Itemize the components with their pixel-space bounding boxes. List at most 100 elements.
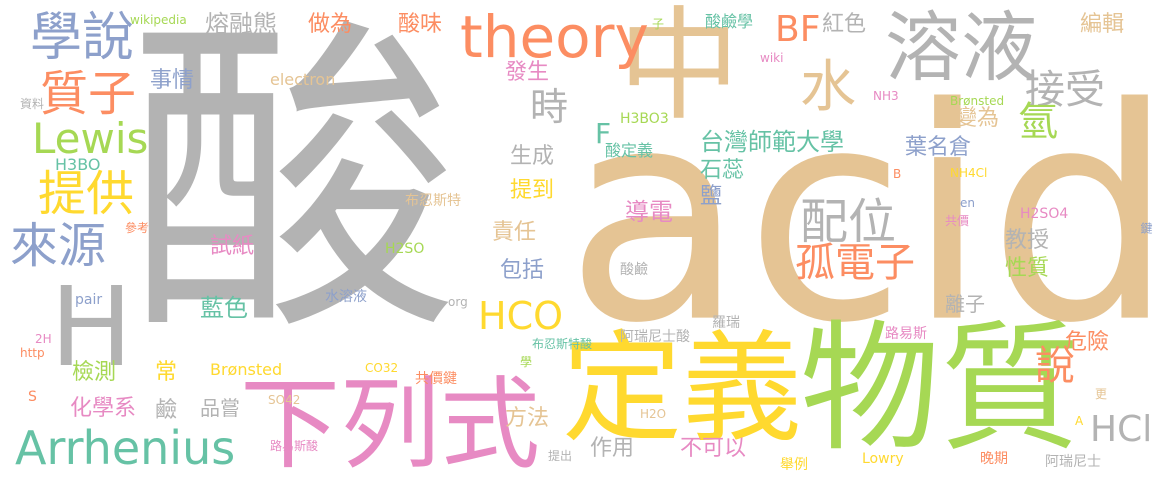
cloud-word: 責任 [492, 220, 537, 245]
cloud-word: 質子 [40, 66, 137, 122]
cloud-word: 品嘗 [200, 396, 240, 420]
cloud-word: H2SO4 [1020, 206, 1069, 222]
cloud-word: 舉例 [780, 457, 808, 473]
cloud-word: 參考 [125, 221, 150, 235]
cloud-word: 布忍斯特 [405, 193, 461, 209]
cloud-word: Arrhenius [15, 421, 236, 475]
cloud-word: 危險 [1065, 330, 1110, 355]
cloud-word: 水 [800, 55, 856, 120]
cloud-word: Brønsted [210, 360, 283, 379]
cloud-word: H [50, 263, 133, 391]
cloud-word: org [448, 295, 468, 309]
cloud-word: 試紙 [210, 234, 255, 259]
cloud-word: 藍色 [200, 294, 248, 322]
cloud-word: 離子 [945, 292, 985, 316]
cloud-word: electron [270, 70, 336, 89]
cloud-word: en [960, 196, 975, 210]
cloud-word: 來源 [10, 218, 107, 274]
cloud-word: H3BO3 [620, 111, 669, 127]
cloud-word: NH4Cl [950, 166, 988, 180]
cloud-word: 生成 [510, 144, 555, 169]
cloud-word: 包括 [500, 258, 545, 283]
cloud-word: 發生 [505, 60, 550, 85]
cloud-word: 晚期 [980, 451, 1008, 467]
cloud-word: 事情 [150, 68, 195, 93]
cloud-word: A [1075, 414, 1084, 428]
cloud-word: 熔融態 [205, 10, 277, 38]
cloud-word: 性質 [1005, 256, 1050, 281]
cloud-word: 資料 [20, 97, 45, 111]
cloud-word: SO42 [268, 393, 301, 407]
cloud-word: 編輯 [1080, 12, 1125, 37]
cloud-word: 接受 [1025, 67, 1105, 113]
cloud-word: 物質 [800, 308, 1081, 471]
cloud-word: pair [75, 292, 103, 308]
cloud-word: F [595, 117, 612, 150]
cloud-word: 溶液 [885, 3, 1037, 92]
cloud-word: 時 [530, 85, 569, 129]
cloud-word: 方法 [505, 406, 550, 431]
cloud-word: 提供 [38, 166, 135, 222]
cloud-word: 配位 [800, 194, 897, 250]
cloud-word: 中 [618, 0, 740, 137]
cloud-word: NH3 [873, 89, 899, 103]
cloud-word: 更 [1095, 387, 1108, 401]
cloud-word: 學 [520, 355, 533, 369]
cloud-word: 變為 [955, 106, 1000, 131]
cloud-word: Brønsted [950, 94, 1005, 108]
cloud-word: HCO [478, 294, 564, 338]
cloud-word: 石蕊 [700, 158, 745, 183]
cloud-word: 化學系 [70, 396, 137, 421]
cloud-word: 葉名倉 [905, 135, 972, 160]
cloud-word: 做為 [308, 12, 353, 37]
cloud-word: 氫 [1018, 99, 1058, 145]
cloud-word: H2O [640, 407, 667, 421]
cloud-word: Lowry [862, 451, 904, 467]
cloud-word: 酸味 [398, 12, 443, 37]
cloud-word: 鍵 [1139, 222, 1153, 234]
cloud-word: 羅瑞 [712, 315, 740, 331]
cloud-word: H3BO [55, 155, 101, 174]
cloud-word: 阿瑞尼士 [1045, 454, 1101, 470]
cloud-word: 下列式 [240, 366, 540, 482]
cloud-word: acid [565, 45, 1175, 388]
cloud-word: H2SO [385, 241, 425, 257]
cloud-word: 不可以 [680, 436, 747, 461]
cloud-word: B [893, 167, 902, 181]
cloud-word: 共價鍵 [415, 371, 457, 387]
cloud-word: 提出 [548, 449, 573, 463]
cloud-word: 台灣師範大學 [700, 128, 844, 156]
cloud-word: 路易斯酸 [270, 439, 319, 453]
cloud-word: 檢測 [72, 360, 117, 385]
cloud-word: 鹼 [155, 398, 178, 423]
cloud-word: 鹽 [700, 184, 723, 209]
cloud-word: 水溶液 [325, 289, 367, 305]
cloud-word: Lewis [32, 114, 149, 163]
cloud-word: HCl [1090, 409, 1153, 450]
cloud-word: 酸鹼學 [705, 12, 754, 31]
cloud-word: theory [460, 3, 649, 71]
cloud-word: 阿瑞尼士酸 [620, 329, 690, 345]
cloud-word: 酸 [128, 0, 458, 375]
cloud-word: 布忍斯特酸 [532, 337, 593, 351]
cloud-word: 紅色 [822, 12, 867, 37]
cloud-word: 共價 [945, 214, 970, 228]
cloud-word: wiki [760, 51, 784, 65]
cloud-word: 教授 [1005, 228, 1050, 253]
cloud-word: CO32 [365, 361, 399, 375]
cloud-word: 孤電子 [795, 240, 915, 286]
cloud-word: 導電 [625, 198, 673, 226]
cloud-word: 定義 [562, 320, 802, 459]
cloud-word: 作用 [590, 436, 635, 461]
cloud-word: S [28, 389, 37, 405]
cloud-word: wikipedia [130, 13, 187, 27]
cloud-word: 酸定義 [605, 141, 654, 160]
cloud-word: 子 [652, 17, 665, 31]
cloud-word: 2H [35, 332, 52, 346]
cloud-word: 提到 [510, 178, 555, 203]
cloud-word: 學說 [30, 8, 135, 68]
cloud-word: http [20, 346, 45, 360]
cloud-word: 說 [1035, 343, 1075, 389]
cloud-word: BF [775, 9, 821, 50]
